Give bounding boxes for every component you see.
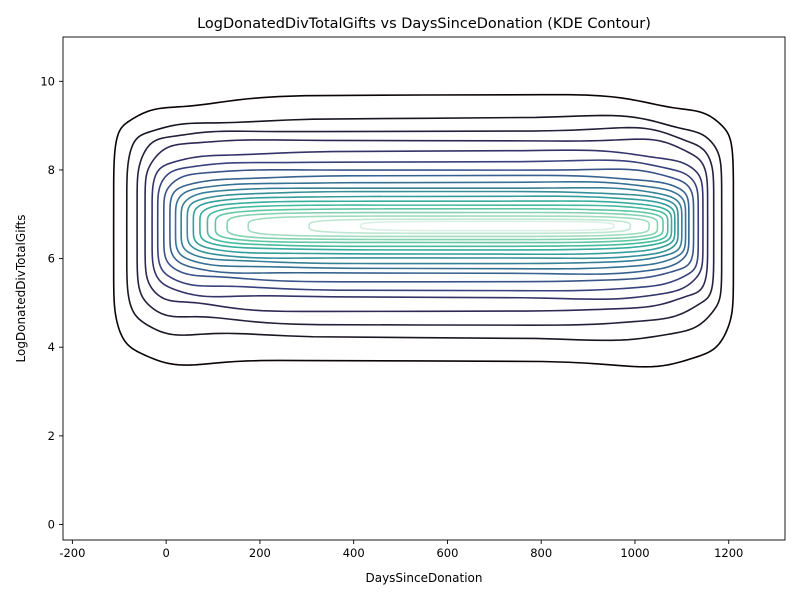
y-axis: 0 2 4 6 8 10 (40, 74, 63, 531)
contour-level-1 (112, 93, 735, 368)
contour-level-17 (247, 215, 650, 238)
x-axis: -200 0 200 400 600 800 1000 1200 (59, 540, 743, 560)
contour-level-18 (308, 218, 632, 235)
y-tick-label: 8 (48, 163, 55, 177)
contour-lines (112, 93, 735, 368)
chart-title: LogDonatedDivTotalGifts vs DaysSinceDona… (197, 16, 651, 32)
contour-level-14 (206, 204, 669, 248)
y-tick-label: 6 (48, 252, 55, 266)
y-tick-label: 2 (48, 429, 55, 443)
contour-level-2 (125, 114, 723, 342)
contour-level-5 (151, 149, 704, 301)
x-tick-label: 400 (343, 546, 365, 560)
contour-level-16 (226, 211, 659, 241)
x-tick-label: 200 (249, 546, 271, 560)
x-tick-label: 0 (162, 546, 169, 560)
x-tick-label: 800 (530, 546, 552, 560)
contour-level-19 (359, 220, 615, 232)
x-tick-label: 600 (436, 546, 458, 560)
contour-level-10 (180, 186, 683, 265)
contour-level-6 (156, 159, 700, 292)
contour-level-12 (192, 195, 676, 256)
contour-level-7 (163, 168, 695, 283)
x-axis-label: DaysSinceDonation (365, 571, 482, 585)
plot-frame (62, 36, 786, 541)
contour-level-13 (199, 200, 673, 251)
contour-level-11 (186, 190, 679, 260)
contour-level-15 (214, 208, 664, 244)
y-axis-label: LogDonatedDivTotalGifts (14, 215, 28, 363)
contour-level-4 (144, 138, 709, 313)
contour-level-9 (174, 180, 687, 270)
x-tick-label: 1000 (620, 546, 649, 560)
contour-level-3 (136, 126, 715, 326)
y-tick-label: 10 (40, 74, 55, 88)
x-tick-label: 1200 (714, 546, 743, 560)
contour-level-8 (169, 174, 690, 275)
y-tick-label: 0 (48, 517, 55, 531)
x-tick-label: -200 (59, 546, 85, 560)
y-tick-label: 4 (48, 340, 55, 354)
